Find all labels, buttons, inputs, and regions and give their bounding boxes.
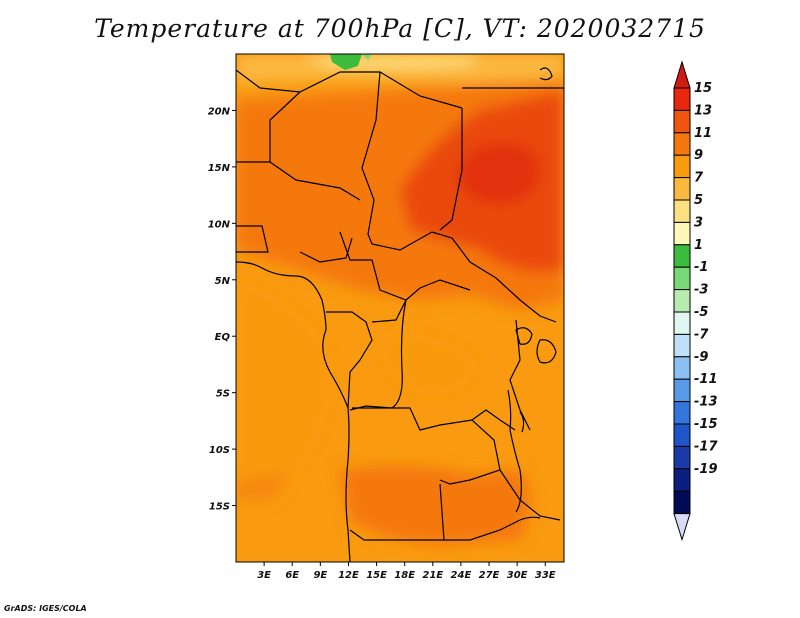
map-panel: [235, 53, 565, 563]
map-title: Temperature at 700hPa [C], VT: 202003271…: [94, 14, 706, 43]
colorbar-label: 15: [694, 81, 712, 96]
country-borders: [236, 67, 564, 562]
colorbar-swatch: [673, 132, 691, 156]
colorbar-swatch: [673, 401, 691, 425]
colorbar-swatch: [673, 87, 691, 111]
colorbar-swatch: [673, 109, 691, 134]
colorbar-swatch: [673, 333, 691, 358]
colorbar-swatch: [673, 490, 691, 515]
colorbar-label: 13: [694, 103, 712, 118]
x-tick-label: 15E: [366, 570, 387, 581]
y-tick-label: 15N: [208, 163, 231, 174]
colorbar-swatch: [673, 311, 691, 335]
colorbar-label: -7: [694, 327, 709, 342]
y-axis: 20N 15N 10N 5N EQ 5S 10S 15S: [208, 106, 236, 513]
colorbar: 15 13 11 9 7 5 3 1 -1 -3 -5 -7 -9 -11 -13 -15 -17 -19: [673, 60, 718, 542]
colorbar-label: 3: [694, 215, 703, 230]
colorbar-label: -3: [694, 283, 708, 298]
x-tick-label: 21E: [422, 570, 443, 581]
colorbar-label: 11: [694, 126, 712, 141]
y-tick-label: 20N: [208, 106, 231, 117]
y-tick-label: EQ: [215, 332, 231, 343]
x-tick-label: 6E: [285, 570, 299, 581]
y-tick-label: 5N: [215, 276, 231, 287]
colorbar-top-arrow: [673, 60, 691, 89]
x-tick-label: 33E: [535, 570, 556, 581]
colorbar-bottom-arrow: [673, 513, 691, 542]
colorbar-label: -5: [694, 305, 708, 320]
y-tick-label: 10S: [209, 445, 230, 456]
colorbar-label: -11: [694, 372, 718, 387]
colorbar-label: 7: [694, 171, 704, 186]
colorbar-label: 9: [694, 148, 703, 163]
temperature-field: [236, 54, 564, 562]
x-tick-label: 3E: [257, 570, 271, 581]
colorbar-swatch: [673, 378, 691, 403]
y-tick-label: 10N: [208, 219, 231, 230]
colorbar-swatch: [673, 244, 691, 268]
colorbar-label: -15: [694, 417, 718, 432]
y-tick-label: 5S: [216, 389, 230, 400]
y-tick-label: 15S: [209, 502, 230, 513]
x-tick-label: 9E: [313, 570, 327, 581]
x-axis: 3E 6E 9E 12E 15E 18E 21E 24E 27E 30E 33E: [257, 562, 556, 581]
colorbar-swatch: [673, 266, 691, 291]
colorbar-swatch: [673, 468, 691, 492]
colorbar-label: -9: [694, 350, 708, 365]
colorbar-swatch: [673, 289, 691, 313]
x-tick-label: 30E: [507, 570, 528, 581]
colorbar-label: 1: [694, 238, 703, 253]
x-tick-label: 12E: [338, 570, 359, 581]
colorbar-label: -1: [694, 260, 708, 275]
colorbar-swatch: [673, 445, 691, 470]
colorbar-swatch: [673, 221, 691, 246]
grads-credit: GrADS: IGES/COLA: [4, 604, 87, 613]
colorbar-swatch: [673, 423, 691, 447]
x-tick-label: 24E: [451, 570, 472, 581]
colorbar-label: -13: [694, 395, 718, 410]
colorbar-label: -19: [694, 462, 718, 477]
colorbar-label: 5: [694, 193, 703, 208]
x-tick-label: 27E: [479, 570, 500, 581]
x-tick-label: 18E: [394, 570, 415, 581]
map-frame: [235, 53, 565, 563]
colorbar-swatch: [673, 154, 691, 179]
colorbar-swatch: [673, 177, 691, 201]
colorbar-label: -17: [694, 439, 718, 454]
colorbar-swatch: [673, 356, 691, 380]
colorbar-swatch: [673, 199, 691, 223]
